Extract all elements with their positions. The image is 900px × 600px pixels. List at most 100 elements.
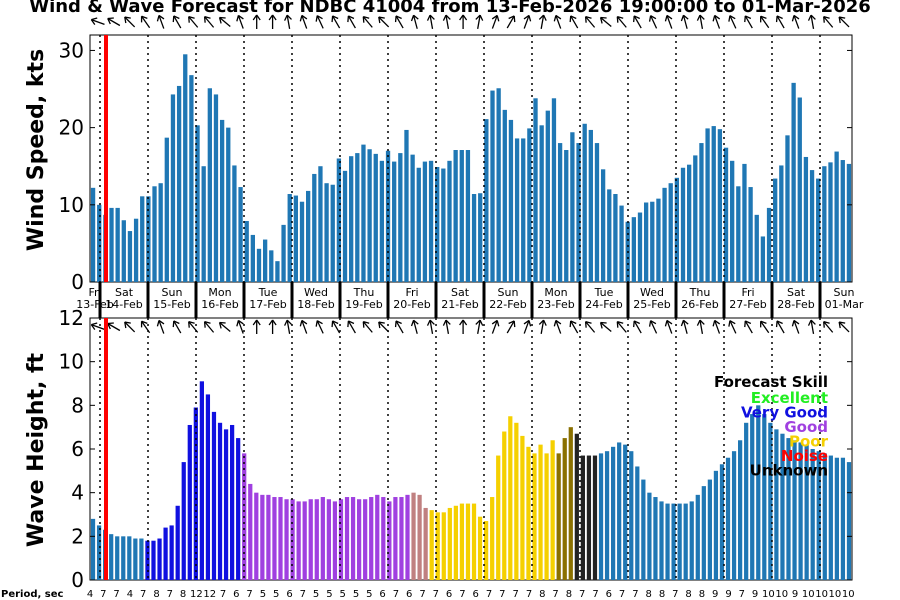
wave-bar	[713, 470, 719, 580]
wind-arrow	[584, 321, 596, 333]
wind-arrow	[475, 319, 484, 335]
wave-bar	[181, 462, 186, 580]
wind-bar	[453, 150, 458, 282]
wind-arrow	[172, 15, 182, 29]
wave-y-tick-label: 10	[59, 350, 84, 374]
day-weekday-label: Sun	[498, 286, 519, 299]
wind-arrow	[188, 321, 199, 333]
wave-bar	[429, 510, 434, 580]
wind-bar	[392, 161, 397, 282]
wave-bar	[617, 442, 622, 580]
wind-arrow	[252, 14, 261, 29]
wave-bar	[556, 453, 561, 580]
wind-bar	[551, 98, 557, 282]
period-tick: 7	[513, 589, 519, 600]
wind-arrow	[426, 319, 435, 335]
wind-bar	[607, 189, 612, 283]
period-tick: 7	[300, 589, 306, 600]
period-tick: 7	[579, 589, 585, 600]
wind-y-tick-label: 0	[71, 270, 84, 294]
wind-arrow	[760, 15, 770, 29]
wind-arrow	[680, 319, 689, 334]
wind-bar	[619, 205, 624, 282]
wave-bar	[731, 451, 737, 580]
wind-arrow	[442, 319, 451, 335]
wind-arrow	[475, 14, 484, 30]
wind-bar	[748, 187, 753, 282]
wind-bar	[250, 234, 255, 282]
wave-bar	[822, 453, 827, 580]
wind-bar	[238, 187, 243, 282]
day-weekday-label: Fri	[88, 286, 101, 299]
wind-bar	[711, 126, 716, 282]
wind-bar	[416, 167, 421, 282]
period-tick-row: 4 7 7 4 7 8 7 8 12 12 7 6 7 5 5 6 7 5 5 5 5 5 6 7 6 7 7 6 7 6 7 7 7 7 8 7 8 7…	[87, 589, 855, 600]
wave-bar	[695, 494, 700, 580]
day-date-label: 16-Feb	[201, 298, 238, 311]
wave-bar	[526, 446, 531, 580]
wind-bar	[490, 90, 495, 282]
wave-bar	[139, 538, 144, 580]
wave-bar	[574, 433, 579, 580]
wind-bar	[564, 150, 569, 282]
wave-bar	[725, 457, 731, 580]
wave-bar	[562, 438, 567, 580]
wind-bar	[723, 147, 729, 282]
wind-arrow	[680, 14, 689, 29]
wave-bar	[647, 492, 652, 580]
period-tick: 7	[167, 589, 173, 600]
wind-arrow	[744, 15, 753, 29]
day-weekday-label: Wed	[640, 286, 664, 299]
wind-arrow	[728, 320, 737, 334]
wind-arrow	[124, 16, 136, 28]
period-tick: 7	[433, 589, 439, 600]
wave-bar	[653, 497, 658, 580]
wind-bar	[797, 97, 802, 283]
wave-bar	[550, 440, 555, 580]
wave-bar	[701, 486, 706, 580]
wind-arrow	[203, 321, 215, 333]
wind-arrow	[347, 15, 356, 29]
wave-bar	[96, 525, 102, 580]
wave-bar	[846, 462, 852, 580]
wind-arrow	[538, 14, 547, 30]
wind-speed-bars	[90, 54, 852, 283]
wind-bar	[594, 143, 600, 282]
period-tick: 10	[762, 589, 775, 600]
wind-bar	[484, 119, 489, 282]
wind-bar	[441, 168, 446, 282]
wind-arrow	[569, 15, 579, 29]
wind-y-axis-label: Wind Speed, kts	[24, 49, 49, 251]
wind-bar	[373, 153, 378, 282]
wind-bar	[637, 212, 643, 282]
wind-arrow	[599, 321, 612, 332]
wind-bar	[699, 143, 704, 282]
wave-bar	[363, 499, 368, 580]
period-tick: 7	[672, 589, 678, 600]
wave-bar	[284, 499, 289, 580]
wind-arrow	[124, 321, 136, 333]
wind-y-axis: 0 10 20 30	[59, 38, 852, 294]
wind-bar	[115, 207, 120, 282]
wave-bar	[792, 440, 797, 580]
wind-bar	[533, 98, 538, 282]
wind-direction-arrows	[90, 14, 850, 335]
wind-bar	[582, 123, 587, 283]
period-tick: 10	[775, 589, 788, 600]
period-tick: 7	[739, 589, 745, 600]
wave-bar	[266, 494, 271, 580]
wind-bar	[133, 218, 139, 282]
wave-bar	[272, 497, 277, 580]
wave-bar	[459, 503, 465, 580]
wave-y-tick-label: 12	[59, 306, 84, 330]
wind-arrow	[172, 320, 182, 334]
wave-bar	[109, 534, 114, 580]
period-tick: 6	[286, 589, 292, 600]
day-date-label: 20-Feb	[393, 298, 430, 311]
wave-bar	[623, 444, 628, 580]
period-tick: 7	[486, 589, 492, 600]
wind-bar	[465, 150, 471, 282]
wind-bar	[828, 162, 833, 282]
wind-arrow	[442, 14, 451, 30]
day-date-label: 13-Feb	[76, 298, 113, 311]
